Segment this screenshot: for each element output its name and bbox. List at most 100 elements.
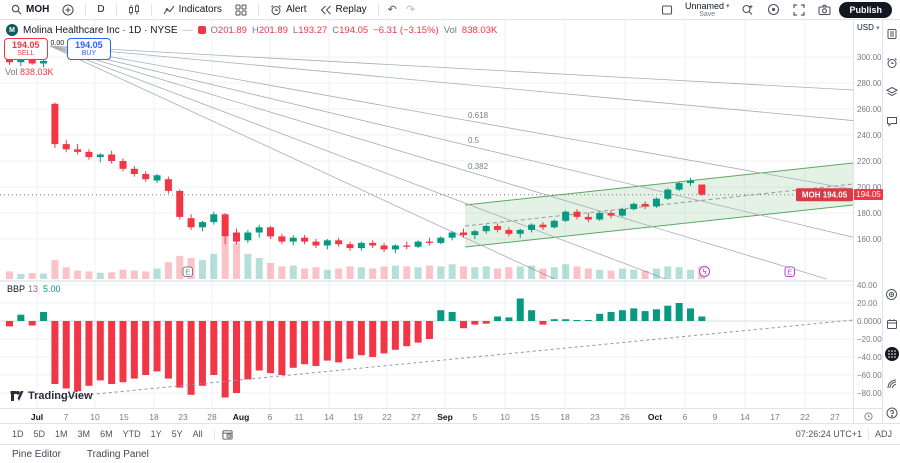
alert-button[interactable]: Alert [265, 3, 312, 17]
settings-gear-icon[interactable] [762, 2, 785, 17]
time-axis-label[interactable]: 6 [267, 412, 273, 422]
time-axis-label[interactable]: 10 [500, 412, 510, 422]
time-axis-label[interactable]: 9 [712, 412, 718, 422]
replay-button[interactable]: Replay [315, 3, 372, 17]
range-button-5d[interactable]: 5D [33, 429, 46, 439]
range-button-all[interactable]: All [192, 429, 203, 439]
ohlc-values: O201.89 H201.89 L193.27 C194.05 [211, 25, 369, 36]
alerts-clock-icon[interactable] [886, 57, 898, 69]
range-button-1d[interactable]: 1D [12, 429, 24, 439]
timezone-corner[interactable] [853, 408, 882, 423]
time-axis-label[interactable]: 19 [353, 412, 363, 422]
time-axis-label[interactable]: 15 [119, 412, 129, 422]
redo-icon[interactable]: ↷ [405, 4, 416, 16]
price-axis-label: −60.00 [857, 371, 882, 380]
layout-grid-icon[interactable] [230, 3, 252, 17]
time-axis-label[interactable]: 10 [90, 412, 100, 422]
buy-button[interactable]: 194.05 BUY [67, 38, 111, 61]
marker-event-flag[interactable]: ϟ [699, 266, 710, 277]
publish-button[interactable]: Publish [839, 1, 892, 18]
candle [346, 244, 354, 249]
indicator-legend[interactable]: BBP 13 5.00 [7, 284, 61, 294]
clock-readout[interactable]: 07:26:24 UTC+1 [795, 429, 862, 439]
chat-icon[interactable] [886, 115, 898, 127]
time-axis-label[interactable]: 23 [590, 412, 600, 422]
currency-label: USD [857, 23, 874, 32]
indicators-button[interactable]: Indicators [158, 3, 227, 17]
time-axis-label[interactable]: 27 [830, 412, 840, 422]
marker-earnings-past[interactable]: E [182, 266, 193, 277]
time-axis-label[interactable]: 28 [207, 412, 217, 422]
time-axis-label[interactable]: 23 [178, 412, 188, 422]
range-button-1y[interactable]: 1Y [150, 429, 162, 439]
fullscreen-icon[interactable] [788, 3, 810, 17]
time-axis-label[interactable]: Aug [232, 412, 250, 422]
time-axis-label[interactable]: 22 [800, 412, 810, 422]
quick-search-icon[interactable] [736, 2, 759, 17]
data-window-target-icon[interactable] [885, 288, 898, 301]
toolbar-left: MOH D Indicators [6, 3, 418, 17]
price-axis[interactable]: USD ▾ 194.05 300.00 280.00 260.00 240.00 220… [853, 20, 883, 408]
chart-type-icon[interactable] [123, 3, 145, 17]
adjust-toggle[interactable]: ADJ [874, 429, 892, 439]
compare-add-icon[interactable] [57, 3, 79, 17]
time-axis-label[interactable]: 11 [294, 412, 304, 422]
symbol-legend[interactable]: M Molina Healthcare Inc · 1D · NYSE — O2… [6, 24, 497, 36]
tab-trading-panel[interactable]: Trading Panel [86, 448, 149, 460]
bbp-trendline[interactable] [54, 319, 853, 399]
time-axis-label[interactable]: 14 [324, 412, 334, 422]
time-axis-label[interactable]: 7 [63, 412, 69, 422]
time-axis-label[interactable]: Jul [30, 412, 44, 422]
range-button-6m[interactable]: 6M [100, 429, 113, 439]
volume-bar [62, 267, 70, 279]
sell-button[interactable]: 194.05 SELL [4, 38, 48, 61]
volume-legend-value: 838.03K [20, 67, 54, 77]
time-axis-label[interactable]: 14 [740, 412, 750, 422]
candle [573, 211, 581, 217]
time-axis-label[interactable]: 15 [530, 412, 540, 422]
time-axis-label[interactable]: 22 [382, 412, 392, 422]
volume-bar [596, 269, 604, 279]
undo-icon[interactable]: ↶ [387, 4, 397, 16]
camera-snapshot-icon[interactable] [813, 3, 836, 17]
apps-hub-icon[interactable] [884, 347, 899, 361]
time-axis-label[interactable]: 6 [682, 412, 688, 422]
volume-bar [198, 260, 206, 279]
alert-label: Alert [285, 4, 307, 15]
range-button-1m[interactable]: 1M [55, 429, 68, 439]
range-button-ytd[interactable]: YTD [122, 429, 141, 439]
fib-fan[interactable]: 0.618 0.5 0.382 [49, 45, 853, 280]
tab-pine-editor[interactable]: Pine Editor [12, 448, 61, 460]
interval-button[interactable]: D [92, 3, 109, 16]
dom-signal-icon[interactable] [886, 378, 898, 390]
watchlist-icon[interactable] [886, 28, 898, 40]
range-button-3m[interactable]: 3M [77, 429, 91, 439]
calendar-icon[interactable] [886, 318, 898, 330]
layout-name-button[interactable]: Unnamed ▾ Save [681, 1, 734, 18]
marker-earnings-upcoming[interactable]: E [784, 266, 795, 277]
time-axis-label[interactable]: Sep [437, 412, 453, 422]
go-to-date-icon[interactable] [222, 429, 233, 440]
currency-selector[interactable]: USD ▾ [857, 23, 880, 32]
candle [62, 144, 70, 150]
symbol-search-button[interactable]: MOH [6, 3, 54, 16]
volume-legend[interactable]: Vol 838.03K [5, 67, 54, 77]
object-tree-layers-icon[interactable] [885, 86, 898, 98]
bottom-right: 07:26:24 UTC+1 ADJ [796, 429, 892, 439]
time-axis-label[interactable]: 26 [620, 412, 630, 422]
volume-bar [573, 266, 581, 279]
candle [130, 168, 138, 174]
time-axis[interactable]: Jul 7 10 15 18 23 28 Aug 6 11 14 19 22 27 Sep 5 10 15 18 23… [0, 408, 853, 423]
time-axis-label[interactable]: 18 [149, 412, 159, 422]
help-icon[interactable] [886, 407, 898, 419]
time-axis-label[interactable]: 27 [411, 412, 421, 422]
time-axis-label[interactable]: 17 [770, 412, 780, 422]
layout-square-icon[interactable] [656, 3, 678, 17]
bbp-bar [153, 321, 161, 372]
time-axis-label[interactable]: 18 [560, 412, 570, 422]
time-axis-label[interactable]: 5 [472, 412, 478, 422]
time-axis-label[interactable]: Oct [647, 412, 663, 422]
price-axis-label: 240.00 [857, 131, 882, 140]
price-chart-svg[interactable]: 0.618 0.5 0.382 MOH 194.05 E ϟ E [0, 20, 853, 408]
range-button-5y[interactable]: 5Y [171, 429, 183, 439]
